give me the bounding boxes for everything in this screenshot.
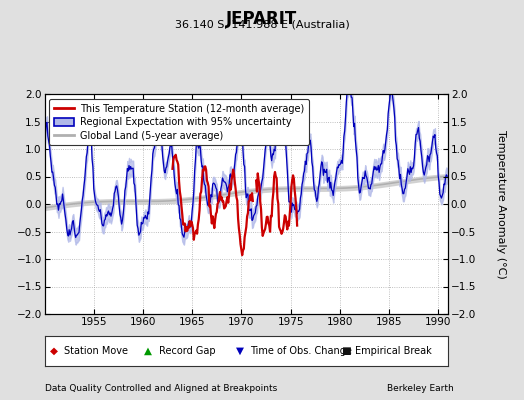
Text: Record Gap: Record Gap bbox=[159, 346, 215, 356]
Text: Data Quality Controlled and Aligned at Breakpoints: Data Quality Controlled and Aligned at B… bbox=[45, 384, 277, 393]
Text: ▲: ▲ bbox=[144, 346, 152, 356]
Text: Time of Obs. Change: Time of Obs. Change bbox=[250, 346, 352, 356]
Text: JEPARIT: JEPARIT bbox=[226, 10, 298, 28]
Text: Empirical Break: Empirical Break bbox=[355, 346, 432, 356]
Text: Berkeley Earth: Berkeley Earth bbox=[387, 384, 453, 393]
Legend: This Temperature Station (12-month average), Regional Expectation with 95% uncer: This Temperature Station (12-month avera… bbox=[49, 99, 309, 145]
Text: Station Move: Station Move bbox=[64, 346, 128, 356]
Text: ▼: ▼ bbox=[236, 346, 244, 356]
Text: 36.140 S, 141.988 E (Australia): 36.140 S, 141.988 E (Australia) bbox=[174, 19, 350, 29]
Text: ■: ■ bbox=[341, 346, 351, 356]
Text: ◆: ◆ bbox=[50, 346, 58, 356]
Y-axis label: Temperature Anomaly (°C): Temperature Anomaly (°C) bbox=[496, 130, 506, 278]
